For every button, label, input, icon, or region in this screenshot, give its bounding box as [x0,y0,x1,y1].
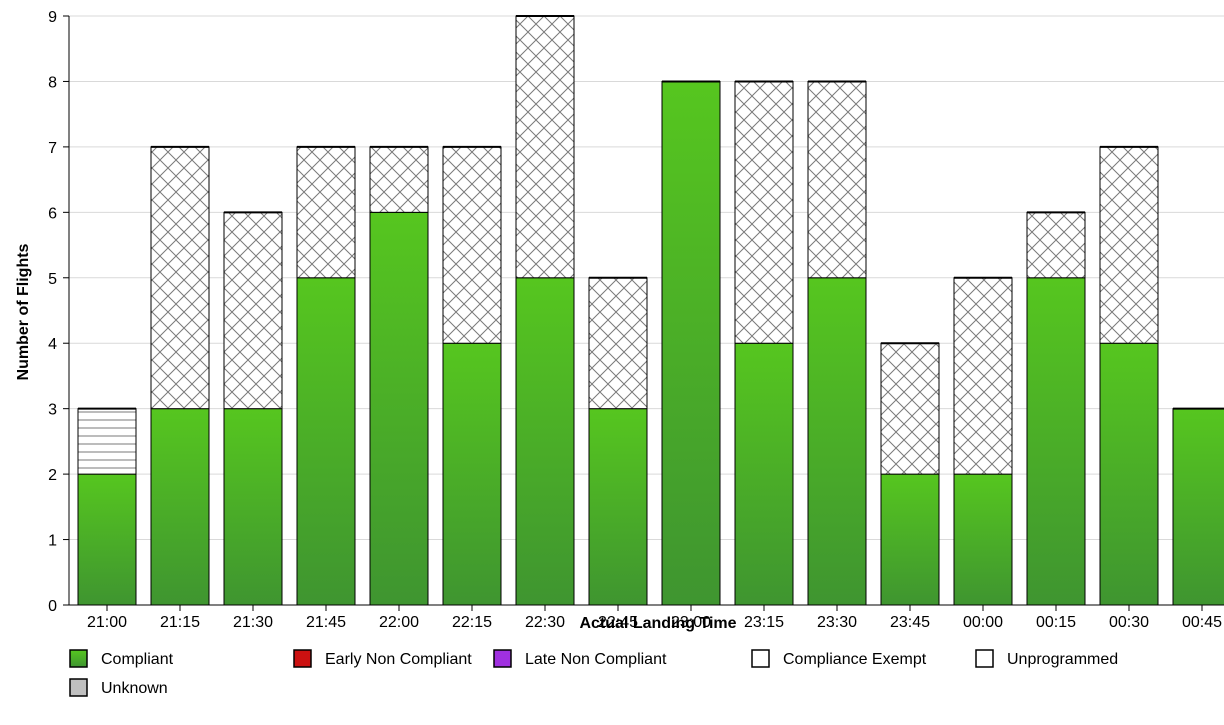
legend-item-compliance-exempt: Compliance Exempt [751,649,927,668]
x-tick-label: 00:45 [1182,614,1222,631]
bar-stack-00-00 [953,276,1013,606]
y-tick-label: 5 [48,271,57,288]
x-tick-label: 22:00 [379,614,419,631]
legend-swatch-unknown [69,678,88,697]
bar-segment-compliance-exempt-22-30 [515,15,575,279]
bar-stack-23-00 [661,80,721,606]
legend-item-unknown: Unknown [69,678,168,697]
bar-segment-compliance-exempt-21-45 [296,146,356,279]
legend-item-early-non-compliant: Early Non Compliant [293,649,472,668]
x-tick-label: 00:15 [1036,614,1076,631]
legend-item-compliant: Compliant [69,649,174,668]
y-tick-label: 7 [48,140,57,157]
bar-stack-22-00 [369,145,429,606]
bar-segment-compliant-22-15 [442,342,502,606]
x-tick-label: 23:15 [744,614,784,631]
bar-stack-21-15 [150,145,210,606]
bar-segment-compliant-21-45 [296,277,356,606]
bar-stack-23-45 [880,342,940,606]
x-axis-title: Actual Landing Time [579,615,736,632]
bar-stack-00-30 [1099,145,1159,606]
x-tick-label: 23:45 [890,614,930,631]
legend-label-compliance-exempt: Compliance Exempt [783,651,927,668]
legend-swatch-compliance-exempt [751,649,770,668]
legend-label-compliant: Compliant [101,651,174,668]
bar-segment-compliant-00-45 [1172,408,1224,606]
bars [77,15,1224,606]
bar-segment-unprogrammed-21-00 [77,408,137,475]
bar-stack-22-15 [442,145,502,606]
bar-segment-compliant-22-30 [515,277,575,606]
y-tick-label: 1 [48,533,57,550]
legend-label-unprogrammed: Unprogrammed [1007,651,1118,668]
bar-segment-compliance-exempt-00-30 [1099,146,1159,344]
bar-segment-compliance-exempt-22-15 [442,146,502,344]
bar-stack-22-30 [515,15,575,606]
bar-stack-22-45 [588,276,648,606]
y-tick-label: 3 [48,402,57,419]
y-tick-label: 2 [48,467,57,484]
bar-stack-00-15 [1026,211,1086,606]
bar-segment-compliant-00-30 [1099,342,1159,606]
bar-segment-compliance-exempt-22-45 [588,277,648,410]
y-tick-label: 6 [48,205,57,222]
legend-label-unknown: Unknown [101,680,168,697]
legend-swatch-early-non-compliant [293,649,312,668]
x-tick-label: 21:15 [160,614,200,631]
x-tick-label: 21:30 [233,614,273,631]
bar-stack-21-45 [296,145,356,606]
bar-segment-compliance-exempt-21-30 [223,211,283,410]
bar-segment-compliant-00-00 [953,473,1013,606]
bar-segment-compliant-23-45 [880,473,940,606]
x-tick-label: 21:45 [306,614,346,631]
y-axis-title: Number of Flights [15,243,32,380]
bar-segment-compliant-21-00 [77,473,137,606]
y-tick-label: 0 [48,598,57,615]
bar-segment-compliant-23-30 [807,277,867,606]
legend-label-late-non-compliant: Late Non Compliant [525,651,667,668]
x-tick-label: 23:30 [817,614,857,631]
bar-segment-compliant-22-45 [588,408,648,606]
bar-stack-21-30 [223,211,283,606]
y-tick-label: 8 [48,74,57,91]
bar-segment-compliant-00-15 [1026,277,1086,606]
legend-item-late-non-compliant: Late Non Compliant [493,649,667,668]
axes: 0 1 2 3 4 5 6 7 8 9 21:00 21:15 21:30 21:45 22:00 22:15… [48,9,1224,631]
legend-swatch-late-non-compliant [493,649,512,668]
x-tick-label: 00:30 [1109,614,1149,631]
bar-segment-compliant-23-15 [734,342,794,606]
legend-item-unprogrammed: Unprogrammed [975,649,1118,668]
x-tick-label: 00:00 [963,614,1003,631]
legend: Compliant Early Non Compliant Late Non Com… [69,649,1118,697]
legend-label-early-non-compliant: Early Non Compliant [325,651,472,668]
x-tick-label: 22:45 [598,614,638,631]
x-tick-label: 22:15 [452,614,492,631]
bar-segment-compliance-exempt-21-15 [150,146,210,410]
bar-segment-compliant-21-15 [150,408,210,606]
bar-segment-compliant-22-00 [369,211,429,606]
bar-segment-compliance-exempt-22-00 [369,146,429,213]
x-tick-label: 21:00 [87,614,127,631]
x-tick-label: 22:30 [525,614,565,631]
bar-segment-compliance-exempt-23-30 [807,80,867,279]
bar-segment-compliance-exempt-23-45 [880,342,940,475]
legend-swatch-unprogrammed [975,649,994,668]
bar-stack-00-45 [1172,407,1224,606]
x-tick-label: 23:00 [671,614,711,631]
bar-segment-compliance-exempt-00-00 [953,277,1013,475]
bar-stack-23-15 [734,80,794,606]
bar-segment-compliance-exempt-23-15 [734,80,794,344]
bar-stack-21-00 [77,407,137,606]
legend-swatch-compliant [69,649,88,668]
y-tick-label: 4 [48,336,57,353]
y-tick-label: 9 [48,9,57,26]
bar-segment-compliant-23-00 [661,80,721,606]
bar-segment-compliant-21-30 [223,408,283,606]
bar-segment-compliance-exempt-00-15 [1026,211,1086,279]
bar-stack-23-30 [807,80,867,606]
